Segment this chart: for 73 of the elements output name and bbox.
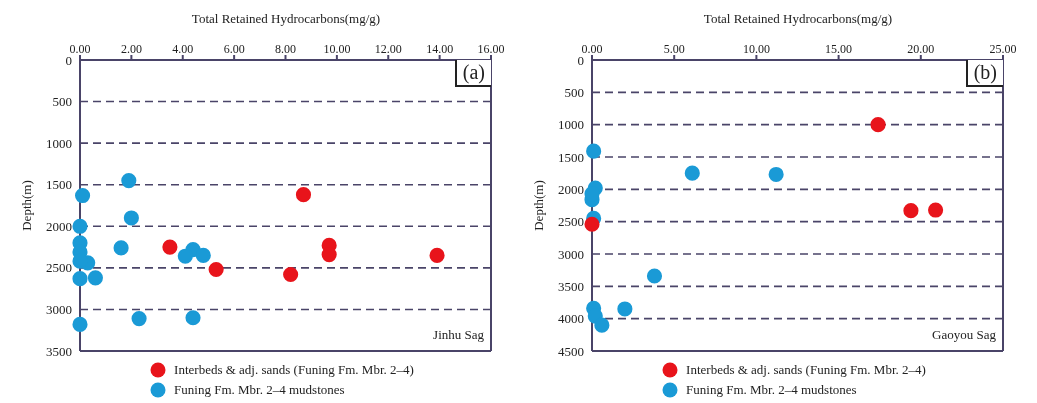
y-tick-label: 3000 [558, 246, 584, 262]
y-tick-label: 2000 [46, 218, 72, 234]
x-tick-label: 14.00 [426, 42, 454, 56]
y-tick-label: 0 [65, 52, 72, 68]
x-tick-label: 5.00 [663, 42, 685, 56]
y-tick-label: 1000 [558, 117, 584, 133]
point [586, 143, 602, 159]
point [72, 271, 88, 287]
y-axis-title: Depth(m) [18, 180, 34, 231]
point [75, 187, 91, 204]
point [131, 311, 147, 327]
point [295, 187, 312, 203]
y-tick-label: 500 [52, 94, 72, 110]
point [594, 317, 610, 333]
legend-label: Funing Fm. Mbr. 2–4 mudstones [174, 381, 345, 399]
y-tick-label: 3000 [46, 302, 72, 318]
x-axis-title: Total Retained Hydrocarbons(mg/g) [190, 10, 382, 28]
point [72, 316, 88, 332]
point [684, 165, 700, 181]
point [429, 247, 445, 263]
point [162, 239, 178, 255]
annotation: (b) [965, 60, 1003, 87]
point [903, 203, 919, 219]
x-tick-label: 4.00 [172, 42, 194, 56]
x-tick-label: 2.00 [120, 42, 142, 56]
point [113, 240, 129, 256]
x-tick-label: 6.00 [223, 42, 245, 56]
y-tick-label: 2500 [558, 214, 584, 230]
y-tick-label: 500 [564, 84, 584, 100]
y-tick-label: 3500 [46, 343, 72, 359]
point [870, 117, 886, 133]
point [928, 202, 944, 218]
y-tick-label: 3500 [558, 278, 584, 294]
y-tick-label: 2000 [558, 181, 584, 197]
point [195, 247, 211, 263]
annotation: Gaoyou Sag [932, 327, 996, 343]
point [646, 268, 663, 284]
x-tick-label: 8.00 [275, 42, 296, 56]
point [321, 247, 337, 263]
point [208, 261, 224, 278]
point [283, 266, 299, 283]
point [123, 210, 139, 226]
x-tick-label: 16.00 [477, 42, 505, 56]
point [185, 310, 201, 326]
y-tick-label: 1500 [558, 149, 584, 165]
y-tick-label: 1500 [46, 177, 72, 193]
y-axis-title: Depth(m) [530, 180, 546, 231]
y-tick-label: 0 [577, 52, 584, 68]
x-tick-label: 20.00 [907, 42, 935, 56]
y-tick-label: 4000 [558, 311, 584, 327]
point [121, 173, 137, 189]
legend-label: Funing Fm. Mbr. 2–4 mudstones [686, 381, 857, 399]
point [72, 218, 88, 234]
point [87, 270, 103, 286]
annotation: Jinhu Sag [433, 327, 484, 343]
x-tick-label: 10.00 [323, 42, 351, 56]
x-tick-label: 0.00 [581, 42, 603, 56]
x-tick-label: 10.00 [742, 42, 770, 56]
x-tick-label: 25.00 [989, 42, 1017, 56]
point [177, 248, 193, 264]
y-tick-label: 4500 [558, 343, 584, 359]
point [768, 166, 784, 183]
x-tick-label: 15.00 [825, 42, 853, 56]
point [584, 216, 600, 232]
y-tick-label: 1000 [46, 135, 72, 151]
point [617, 301, 633, 317]
x-axis-title: Total Retained Hydrocarbons(mg/g) [702, 10, 894, 28]
legend-label: Interbeds & adj. sands (Funing Fm. Mbr. 2–4) [174, 361, 414, 379]
y-tick-label: 2500 [46, 260, 72, 276]
legend-label: Interbeds & adj. sands (Funing Fm. Mbr. 2–4) [686, 361, 926, 379]
x-tick-label: 0.00 [69, 42, 91, 56]
annotation: (a) [454, 60, 491, 87]
x-tick-label: 12.00 [374, 42, 402, 56]
